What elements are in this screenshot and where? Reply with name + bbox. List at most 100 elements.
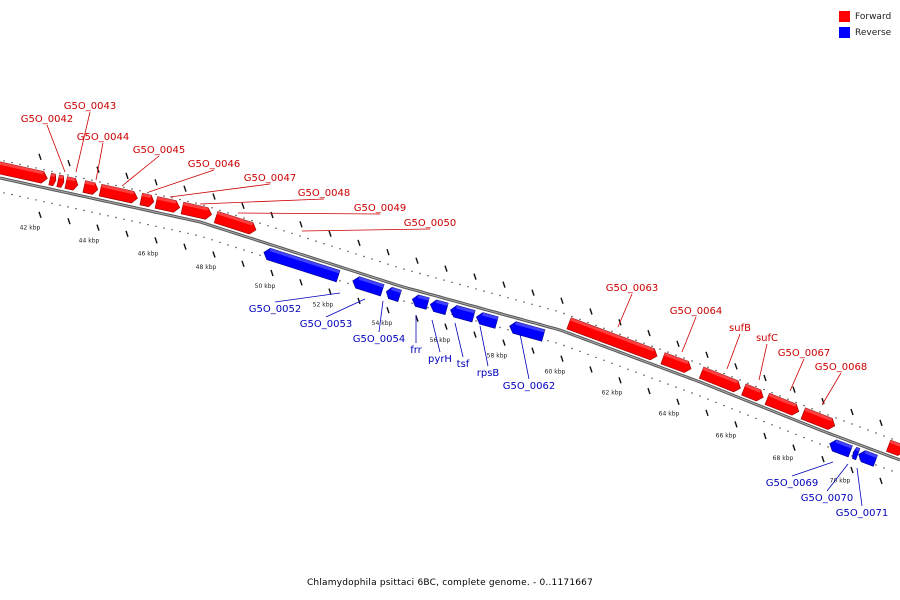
leader-line [121, 155, 160, 187]
gene-arrow [858, 450, 878, 467]
ruler-dot [827, 414, 829, 416]
ruler-dot [547, 340, 549, 342]
ruler-dot [579, 318, 581, 321]
ruler-tick [241, 202, 245, 210]
scale-ruler: 42 kbp 44 kbp 46 kbp 48 kbp 50 kbp 52 kbp 54 k… [3, 153, 893, 485]
ruler-dot [291, 232, 293, 235]
gene-label: sufC [756, 333, 778, 344]
ruler-tick [850, 408, 854, 416]
ruler-dot [451, 281, 453, 283]
ruler-dot [387, 263, 389, 265]
ruler-dot [723, 404, 725, 407]
ruler-dot [259, 254, 261, 256]
leader-line [431, 319, 441, 353]
ruler-dot [331, 245, 333, 247]
ruler-tick [734, 421, 738, 428]
ruler-dot [675, 354, 677, 356]
ruler-dot [179, 230, 181, 233]
scale-tick-label: 46 kbp [138, 251, 159, 258]
scale-tick-label: 64 kbp [659, 411, 680, 418]
ruler-tick [879, 477, 883, 485]
ruler-dot [443, 279, 445, 281]
ruler-tick [734, 363, 738, 370]
scale-tick-label: 56 kbp [430, 337, 451, 344]
ruler-tick [647, 329, 651, 337]
ruler-dot [107, 215, 109, 217]
gene-label: G5O_0043 [64, 101, 116, 112]
gene-arrow [263, 247, 341, 283]
ruler-dot [835, 417, 837, 419]
ruler-dot [115, 184, 117, 187]
gene-arrow [385, 286, 402, 303]
ruler-dot [707, 398, 709, 400]
leader-line [681, 316, 697, 353]
scale-tick-label: 68 kbp [773, 455, 794, 462]
ruler-dot [107, 183, 109, 185]
scale-tick-label: 50 kbp [255, 283, 276, 290]
genome-caption: Chlamydophila psittaci 6BC, complete gen… [306, 578, 594, 588]
gene-arrow [566, 317, 658, 361]
ruler-dot [731, 408, 733, 410]
ruler-dot [27, 197, 29, 199]
ruler-dot [27, 165, 29, 167]
leader-line [274, 292, 341, 303]
ruler-dot [715, 369, 717, 372]
ruler-dot [779, 395, 781, 397]
ruler-tick [415, 257, 419, 264]
ruler-dot [715, 401, 717, 404]
scale-tick-label: 66 kbp [716, 432, 737, 439]
gene-label: pyrH [428, 354, 452, 365]
ruler-dot [51, 170, 53, 173]
ruler-dot [59, 204, 61, 206]
ruler-dot [211, 239, 213, 241]
ruler-dot [691, 392, 693, 394]
ruler-dot [635, 339, 637, 341]
gene-arrow [450, 305, 476, 323]
leader-line [378, 300, 384, 333]
ruler-tick [125, 172, 129, 180]
ruler-dot [75, 176, 77, 178]
ruler-dot [755, 417, 757, 420]
gene-features [0, 160, 900, 467]
ruler-dot [555, 342, 557, 344]
ruler-tick [386, 248, 390, 256]
gene-labels: G5O_0042 G5O_0043 G5O_0044 G5O_0045G5O_0046… [21, 101, 888, 519]
gene-arrow [429, 299, 449, 316]
gene-arrow [139, 192, 155, 208]
ruler-dot [395, 266, 397, 268]
ruler-dot [251, 219, 253, 222]
ruler-dot [699, 395, 701, 397]
ruler-tick [792, 386, 796, 393]
gene-label: G5O_0069 [766, 478, 818, 489]
gene-label: G5O_0049 [354, 203, 406, 214]
ruler-tick [67, 217, 71, 225]
ruler-tick [647, 387, 651, 395]
ruler-tick [183, 243, 187, 250]
ruler-dot [307, 237, 309, 240]
ruler-dot [339, 248, 341, 250]
gene-arrow [0, 160, 48, 184]
gene-label: G5O_0052 [249, 304, 301, 315]
scale-tick-label: 52 kbp [313, 301, 334, 308]
gene-arrow [56, 174, 65, 188]
ruler-dot [811, 408, 813, 410]
ruler-tick [67, 159, 71, 167]
ruler-dot [235, 246, 237, 249]
legend-label-reverse: Reverse [855, 27, 892, 38]
ruler-tick [270, 269, 274, 277]
leader-line [148, 169, 215, 193]
ruler-dot [619, 333, 621, 335]
ruler-dot [219, 209, 221, 212]
ruler-tick [502, 281, 506, 288]
gene-label: sufB [729, 323, 751, 334]
ruler-tick [357, 297, 361, 305]
gene-label: G5O_0042 [21, 114, 73, 125]
gene-label: G5O_0054 [353, 334, 405, 345]
ruler-dot [891, 438, 893, 440]
ruler-dot [755, 385, 757, 388]
ruler-dot [803, 404, 805, 407]
ruler-dot [371, 258, 373, 260]
ruler-dot [507, 329, 509, 331]
ruler-dot [203, 236, 205, 238]
